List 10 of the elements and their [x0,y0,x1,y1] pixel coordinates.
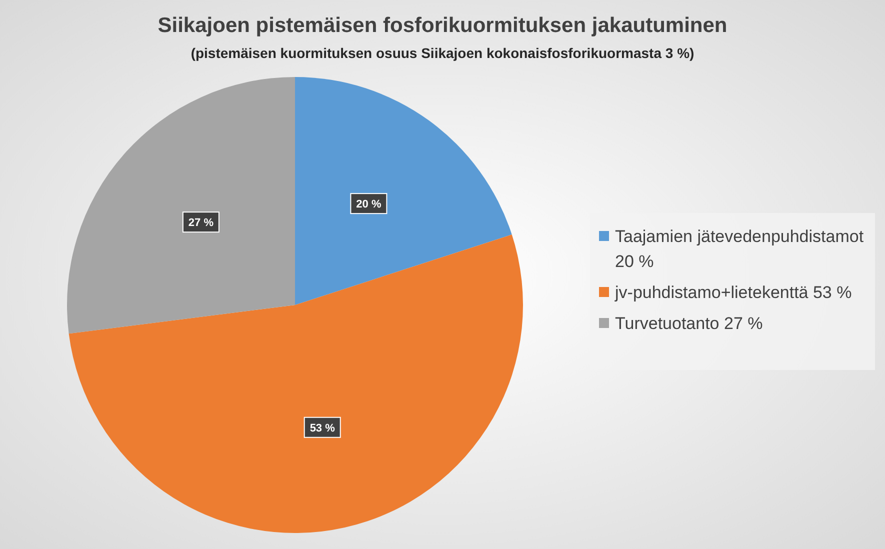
pie-slice [68,234,523,533]
data-label: 20 % [356,198,382,211]
pie-slice [67,77,295,334]
chart-subtitle: (pistemäisen kuormituksen osuus Siikajoen kokonaisfosforikuormasta 3 %) [190,45,694,61]
chart-title: Siikajoen pistemäisen fosforikuormituksen jakautuminen [158,14,728,37]
legend-label: Turvetuotanto 27 % [615,314,763,333]
data-label: 53 % [310,422,336,434]
pie-slice [295,77,512,305]
legend-label: jv-puhdistamo+lietekenttä 53 % [614,283,852,302]
data-label: 27 % [188,217,214,230]
